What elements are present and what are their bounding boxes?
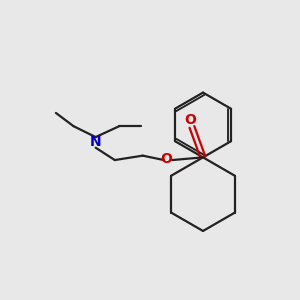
- Text: N: N: [90, 135, 101, 149]
- Text: O: O: [160, 152, 172, 166]
- Text: O: O: [184, 113, 196, 128]
